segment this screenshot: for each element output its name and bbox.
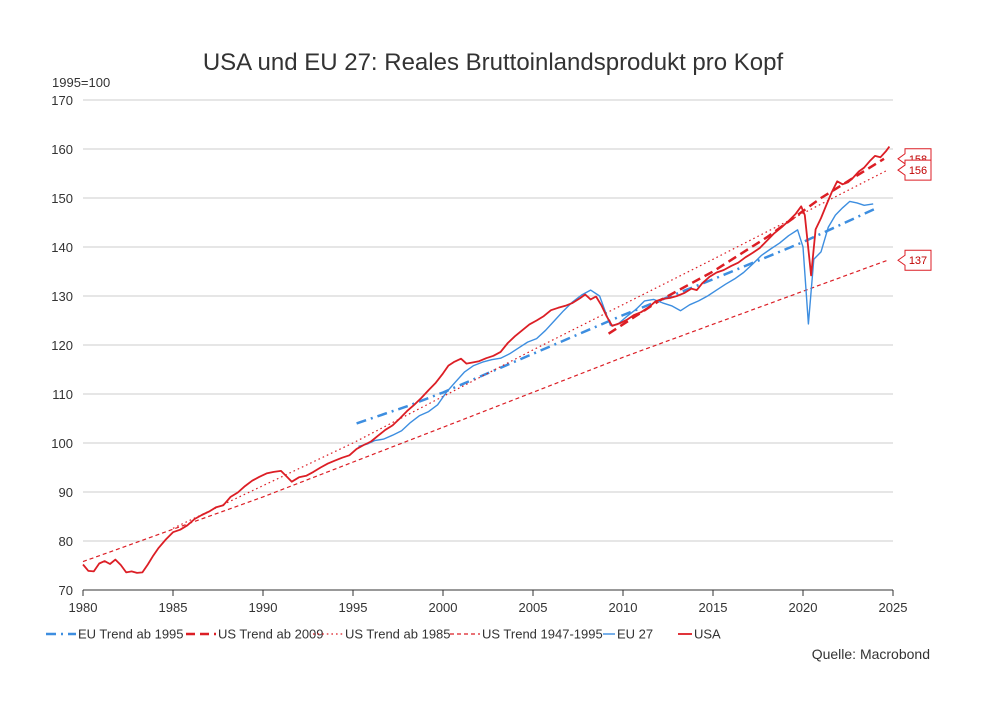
y-tick-label: 120 [51,338,73,353]
y-tick-label: 80 [59,534,73,549]
x-tick-label: 1980 [69,600,98,615]
series-lines [82,146,891,574]
series-line [358,200,874,448]
x-axis: 1980 1985 1990 1995 2000 2005 2010 2015 2020 2025 [69,589,908,615]
legend-label: EU 27 [617,627,653,642]
gridlines [83,99,893,591]
callout-box [897,249,932,271]
callout-box [897,159,932,181]
y-tick-label: 130 [51,289,73,304]
x-tick-label: 2020 [789,600,818,615]
series-line [172,169,888,529]
callout-label: 156 [909,165,927,177]
unit-label: 1995=100 [52,75,110,90]
y-tick-label: 140 [51,240,73,255]
legend-label: US Trend 1947-1995 [482,627,603,642]
legend-label: EU Trend ab 1995 [78,627,184,642]
y-tick-label: 100 [51,436,73,451]
series-line [82,146,891,574]
y-tick-label: 160 [51,142,73,157]
source-note: Quelle: Macrobond [812,646,930,662]
x-tick-label: 1985 [159,600,188,615]
callout-label: 137 [909,255,927,267]
x-tick-label: 2025 [879,600,908,615]
y-axis-ticks: 70 80 90 100 110 120 130 140 150 160 170 [51,93,73,598]
x-tick-label: 2010 [609,600,638,615]
x-tick-label: 2000 [429,600,458,615]
y-tick-label: 170 [51,93,73,108]
legend: EU Trend ab 1995 US Trend ab 2009 US Trend… [46,627,721,642]
legend-label: US Trend ab 2009 [218,627,324,642]
series-line [82,259,888,563]
series-line [356,207,876,425]
y-tick-label: 150 [51,191,73,206]
chart-title: USA und EU 27: Reales Bruttoinlandsprodu… [203,49,784,76]
x-tick-label: 2005 [519,600,548,615]
y-tick-label: 70 [59,583,73,598]
legend-label: USA [694,627,721,642]
legend-label: US Trend ab 1985 [345,627,451,642]
y-tick-label: 90 [59,485,73,500]
x-tick-label: 2015 [699,600,728,615]
y-tick-label: 110 [52,387,73,402]
x-tick-label: 1990 [249,600,278,615]
end-value-callouts: 158156137 [897,148,932,271]
x-tick-label: 1995 [339,600,368,615]
